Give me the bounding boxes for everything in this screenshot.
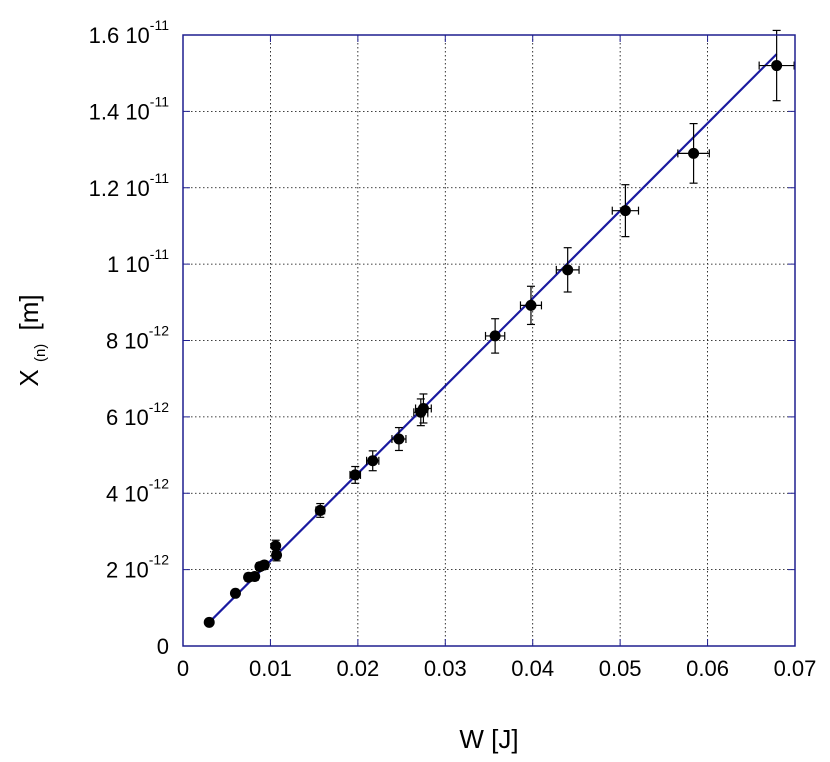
x-tick-label: 0.02 [336,656,379,681]
y-tick-mantissa: 2 10 [106,558,149,583]
x-tick-label: 0 [177,656,189,681]
data-point [611,184,640,238]
y-tick-exponent: -12 [149,399,169,415]
data-points [203,29,795,628]
x-axis-ticks: 0 0.01 0.02 0.03 0.04 0.05 0.06 0.07 [177,35,817,681]
data-marker [249,570,261,582]
data-point [677,122,710,184]
y-axis-ticks: 02 10-124 10-126 10-128 10-121 10-111.2 … [89,17,795,659]
y-axis-label-sub: (n) [32,344,49,362]
y-tick-label: 1 10-11 [107,246,169,277]
y-tick-mantissa: 1 10 [107,252,150,277]
data-marker [367,455,379,467]
data-point [249,570,261,582]
x-axis-label: W [J] [459,724,518,754]
x-tick-label: 0.03 [424,656,467,681]
y-tick-mantissa: 6 10 [106,405,149,430]
data-marker [393,433,405,445]
data-marker [771,60,783,72]
data-point [271,548,283,562]
data-marker [314,504,326,516]
x-tick-label: 0.04 [511,656,554,681]
data-marker [562,264,574,276]
y-tick-label: 1.4 10-11 [89,93,170,124]
y-tick-label: 1.2 10-11 [89,170,170,201]
x-tick-label: 0.01 [249,656,292,681]
y-tick-exponent: -11 [150,170,169,186]
y-tick-label: 6 10-12 [106,399,169,430]
data-marker [417,402,429,414]
data-marker [688,147,700,159]
data-marker [271,549,283,561]
y-tick-mantissa: 1.2 10 [89,176,150,201]
data-marker [270,540,282,552]
data-point [314,502,326,518]
y-tick-exponent: -11 [150,17,169,33]
data-marker [258,559,270,571]
data-marker [619,205,631,217]
data-point [203,616,215,628]
x-tick-label: 0.07 [774,656,817,681]
y-tick-exponent: -11 [150,246,169,262]
data-point [391,426,407,452]
data-marker [203,616,215,628]
data-marker [229,587,241,599]
y-tick-label: 1.6 10-11 [89,17,170,48]
y-tick-mantissa: 1.4 10 [89,99,150,124]
grid [183,35,795,646]
data-point [414,393,432,424]
data-point [519,285,543,326]
data-marker [489,330,501,342]
y-tick-label: 0 [157,634,169,659]
x-tick-label: 0.06 [686,656,729,681]
data-point [484,318,506,354]
y-tick-mantissa: 8 10 [106,329,149,354]
data-point [758,29,795,102]
y-tick-exponent: -11 [150,93,169,109]
y-axis-label-unit: [m] [14,294,44,330]
y-tick-exponent: -12 [149,323,169,339]
data-point [349,465,362,484]
y-tick-mantissa: 4 10 [106,481,149,506]
y-tick-exponent: -12 [149,475,169,491]
y-tick-label: 2 10-12 [106,552,169,583]
data-marker [349,469,361,481]
x-tick-label: 0.05 [599,656,642,681]
y-axis-label-main: X [14,369,44,386]
plot-frame [182,34,796,647]
y-axis-label: X (n) [m] [14,294,51,386]
y-tick-mantissa: 1.6 10 [89,23,150,48]
data-point [229,587,241,599]
data-point [555,247,580,293]
data-point [258,559,270,571]
y-tick-exponent: -12 [149,552,169,568]
data-point [366,450,380,472]
y-tick-mantissa: 0 [157,634,169,659]
y-tick-label: 8 10-12 [106,323,169,354]
data-marker [525,299,537,311]
y-tick-label: 4 10-12 [106,475,169,506]
